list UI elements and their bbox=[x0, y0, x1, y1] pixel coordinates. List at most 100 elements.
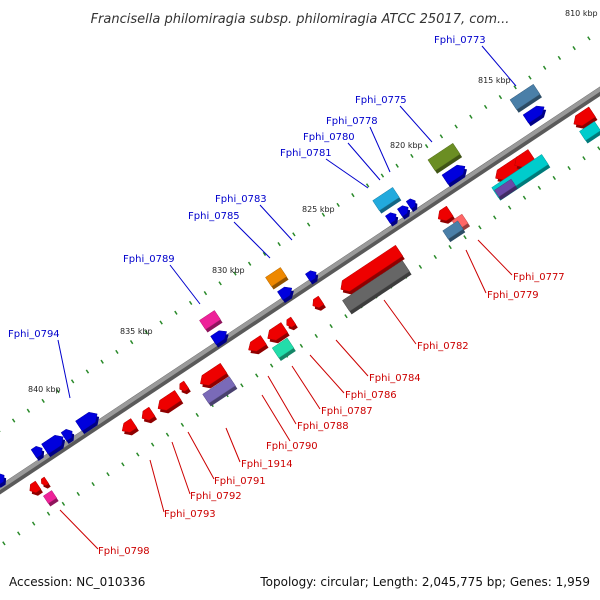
bottom-gene-labels: Fphi_0777 Fphi_0779 Fphi_0782 Fphi_0784 … bbox=[98, 272, 565, 557]
gene-feature[interactable] bbox=[30, 446, 45, 461]
leader-line bbox=[267, 375, 297, 425]
leader-line bbox=[399, 105, 433, 143]
tick-mark bbox=[433, 254, 437, 260]
tick-mark bbox=[150, 442, 155, 447]
gene-label[interactable]: Fphi_0778 bbox=[326, 116, 378, 127]
scale-labels: 810 kbp 815 kbp 820 kbp 825 kbp 830 kbp … bbox=[28, 9, 598, 394]
tick-mark bbox=[203, 291, 208, 296]
kbp-label: 810 kbp bbox=[565, 9, 598, 18]
kbp-label: 830 kbp bbox=[212, 266, 245, 275]
gene-feature[interactable] bbox=[372, 187, 402, 214]
gene-label[interactable]: Fphi_0773 bbox=[434, 35, 486, 46]
gene-label[interactable]: Fphi_0791 bbox=[214, 476, 266, 487]
gene-label[interactable]: Fphi_0777 bbox=[513, 272, 565, 283]
tick-mark bbox=[262, 251, 267, 257]
gene-label[interactable]: Fphi_0787 bbox=[321, 406, 373, 417]
tick-mark bbox=[478, 225, 482, 230]
accession-text: Accession: NC_010336 bbox=[9, 575, 145, 589]
tick-mark bbox=[587, 36, 591, 41]
gene-label[interactable]: Fphi_0782 bbox=[417, 341, 469, 352]
gene-feature[interactable] bbox=[141, 406, 158, 424]
gene-label[interactable]: Fphi_0775 bbox=[355, 95, 407, 106]
gene-feature[interactable] bbox=[200, 362, 229, 389]
gene-feature[interactable] bbox=[202, 376, 238, 407]
tick-mark bbox=[542, 65, 547, 70]
gene-feature[interactable] bbox=[60, 429, 75, 444]
gene-label[interactable]: Fphi_0789 bbox=[123, 254, 175, 265]
gene-feature[interactable] bbox=[41, 434, 66, 458]
gene-feature[interactable] bbox=[437, 205, 456, 224]
gene-label[interactable]: Fphi_0792 bbox=[190, 491, 242, 502]
gene-feature[interactable] bbox=[248, 335, 269, 355]
gene-feature[interactable] bbox=[522, 105, 547, 127]
gene-feature[interactable] bbox=[157, 390, 184, 414]
tick-mark bbox=[365, 183, 370, 188]
gene-feature[interactable] bbox=[277, 286, 294, 304]
gene-feature[interactable] bbox=[442, 220, 466, 243]
tick-mark bbox=[46, 511, 51, 516]
gene-feature[interactable] bbox=[0, 473, 7, 488]
tick-mark bbox=[483, 104, 488, 110]
tick-mark bbox=[424, 144, 429, 149]
tick-mark bbox=[537, 185, 542, 190]
gene-label[interactable]: Fphi_0784 bbox=[369, 373, 421, 384]
leader-line bbox=[233, 221, 271, 259]
tick-mark bbox=[41, 398, 45, 404]
tick-mark bbox=[329, 324, 333, 329]
gene-feature[interactable] bbox=[179, 380, 191, 395]
gene-feature[interactable] bbox=[199, 310, 223, 333]
gene-feature[interactable] bbox=[427, 142, 463, 174]
gene-feature[interactable] bbox=[271, 337, 296, 361]
gene-feature[interactable] bbox=[75, 411, 100, 435]
gene-feature[interactable] bbox=[210, 330, 229, 348]
gene-label[interactable]: Fphi_0785 bbox=[188, 211, 240, 222]
tick-mark bbox=[292, 232, 296, 237]
gene-feature[interactable] bbox=[312, 295, 326, 311]
gene-feature[interactable] bbox=[384, 212, 399, 227]
gene-feature[interactable] bbox=[286, 316, 298, 331]
gene-feature[interactable] bbox=[579, 121, 600, 144]
leader-line bbox=[149, 459, 165, 513]
tick-mark bbox=[528, 75, 532, 80]
gene-label[interactable]: Fphi_0793 bbox=[164, 509, 216, 520]
tick-mark bbox=[522, 195, 527, 200]
tick-mark bbox=[582, 156, 586, 161]
tick-mark bbox=[76, 491, 80, 497]
gene-label[interactable]: Fphi_0783 bbox=[215, 194, 267, 205]
tick-mark bbox=[513, 85, 517, 90]
tick-mark bbox=[240, 383, 244, 388]
gene-feature[interactable] bbox=[340, 244, 405, 295]
tick-mark bbox=[567, 166, 571, 171]
gene-feature[interactable] bbox=[29, 480, 43, 496]
gene-feature[interactable] bbox=[267, 322, 290, 344]
tick-marks bbox=[0, 36, 600, 546]
gene-feature[interactable] bbox=[304, 270, 319, 285]
gene-feature[interactable] bbox=[441, 164, 467, 188]
gene-feature[interactable] bbox=[121, 418, 139, 436]
gene-label[interactable]: Fphi_0790 bbox=[266, 441, 318, 452]
gene-label[interactable]: Fphi_0780 bbox=[303, 132, 355, 143]
gene-label[interactable]: Fphi_0781 bbox=[280, 148, 332, 159]
gene-feature[interactable] bbox=[42, 490, 59, 507]
tick-mark bbox=[306, 222, 311, 227]
gene-feature[interactable] bbox=[405, 198, 418, 212]
gene-label[interactable]: Fphi_0794 bbox=[8, 329, 60, 340]
gene-label[interactable]: Fphi_1914 bbox=[241, 459, 293, 470]
leader-line bbox=[477, 239, 513, 276]
gene-label[interactable]: Fphi_0786 bbox=[345, 390, 397, 401]
gene-feature[interactable] bbox=[342, 260, 412, 315]
tick-mark bbox=[115, 349, 119, 355]
gene-feature[interactable] bbox=[494, 178, 518, 200]
gene-feature[interactable] bbox=[573, 106, 598, 129]
gene-label[interactable]: Fphi_0788 bbox=[297, 421, 349, 432]
gene-label[interactable]: Fphi_0779 bbox=[487, 290, 539, 301]
tick-mark bbox=[380, 173, 385, 178]
tick-mark bbox=[70, 379, 75, 384]
gene-feature[interactable] bbox=[41, 476, 51, 489]
gene-feature[interactable] bbox=[396, 205, 411, 220]
gene-feature[interactable] bbox=[509, 83, 542, 113]
tick-mark bbox=[2, 541, 6, 546]
gene-feature[interactable] bbox=[265, 267, 289, 290]
gene-label[interactable]: Fphi_0798 bbox=[98, 546, 150, 557]
tick-mark bbox=[26, 408, 31, 413]
